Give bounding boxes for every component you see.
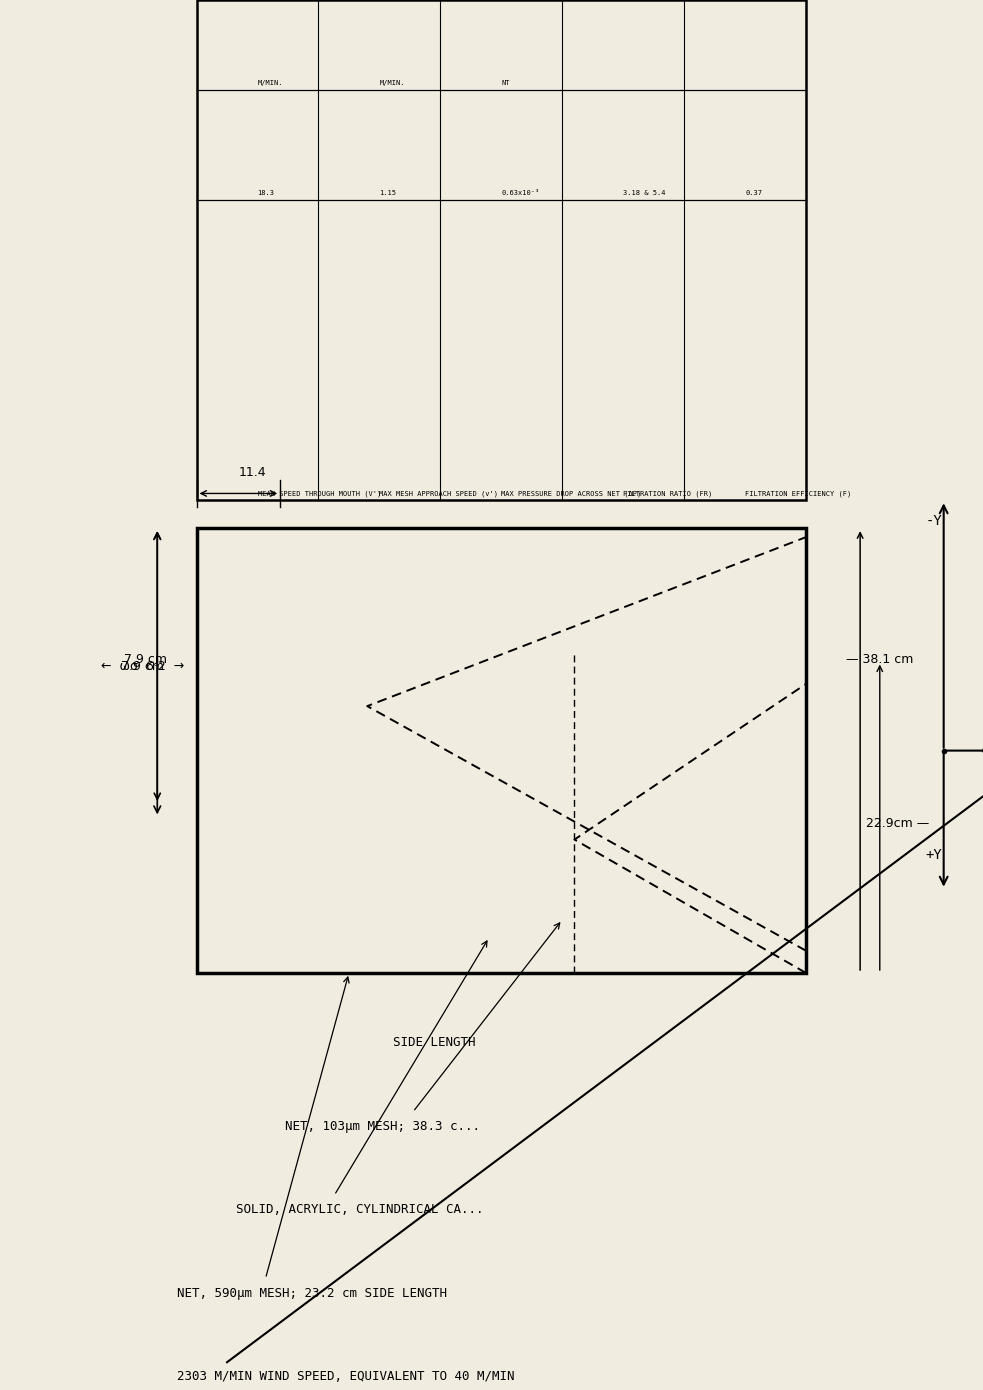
Text: — 38.1 cm: — 38.1 cm bbox=[846, 653, 913, 666]
Text: NT: NT bbox=[501, 81, 510, 86]
Text: FILTRATION EFFICIENCY (F): FILTRATION EFFICIENCY (F) bbox=[745, 491, 851, 496]
Text: 11.4: 11.4 bbox=[238, 466, 266, 480]
Text: 0.63x10⁻³: 0.63x10⁻³ bbox=[501, 190, 540, 196]
Text: NET, 590μm MESH; 23.2 cm SIDE LENGTH: NET, 590μm MESH; 23.2 cm SIDE LENGTH bbox=[177, 1287, 447, 1300]
Text: 22.9cm —: 22.9cm — bbox=[866, 817, 929, 830]
Text: 18.3: 18.3 bbox=[258, 190, 274, 196]
Text: 0.37: 0.37 bbox=[745, 190, 762, 196]
Text: -Y: -Y bbox=[925, 514, 943, 528]
Text: NET, 103μm MESH; 38.3 c...: NET, 103μm MESH; 38.3 c... bbox=[285, 1120, 480, 1133]
Text: M/MIN.: M/MIN. bbox=[379, 81, 405, 86]
Text: 2303 M/MIN WIND SPEED, EQUIVALENT TO 40 M/MIN: 2303 M/MIN WIND SPEED, EQUIVALENT TO 40 … bbox=[177, 1371, 514, 1383]
Text: SOLID, ACRYLIC, CYLINDRICAL CA...: SOLID, ACRYLIC, CYLINDRICAL CA... bbox=[236, 1204, 484, 1216]
Text: MAX MESH APPROACH SPEED (v'): MAX MESH APPROACH SPEED (v') bbox=[379, 491, 498, 496]
Text: FILTRATION RATIO (FR): FILTRATION RATIO (FR) bbox=[623, 491, 713, 496]
Text: MAX PRESSURE DROP ACROSS NET (ΔP): MAX PRESSURE DROP ACROSS NET (ΔP) bbox=[501, 491, 642, 496]
Text: 3.18 & 5.4: 3.18 & 5.4 bbox=[623, 190, 665, 196]
Text: 1.15: 1.15 bbox=[379, 190, 396, 196]
Bar bbox=[197, 0, 806, 500]
Text: 7.9 cm: 7.9 cm bbox=[124, 653, 167, 666]
Text: M/MIN.: M/MIN. bbox=[258, 81, 283, 86]
Text: 7.9 cm: 7.9 cm bbox=[121, 660, 164, 673]
Text: MEAN SPEED THROUGH MOUTH (V'): MEAN SPEED THROUGH MOUTH (V') bbox=[258, 491, 380, 496]
Text: ←  ωσ  6·2  →: ← ωσ 6·2 → bbox=[101, 660, 184, 673]
Text: +Y: +Y bbox=[925, 848, 943, 862]
Text: SIDE LENGTH: SIDE LENGTH bbox=[393, 1037, 476, 1049]
Bar bbox=[197, 528, 806, 973]
